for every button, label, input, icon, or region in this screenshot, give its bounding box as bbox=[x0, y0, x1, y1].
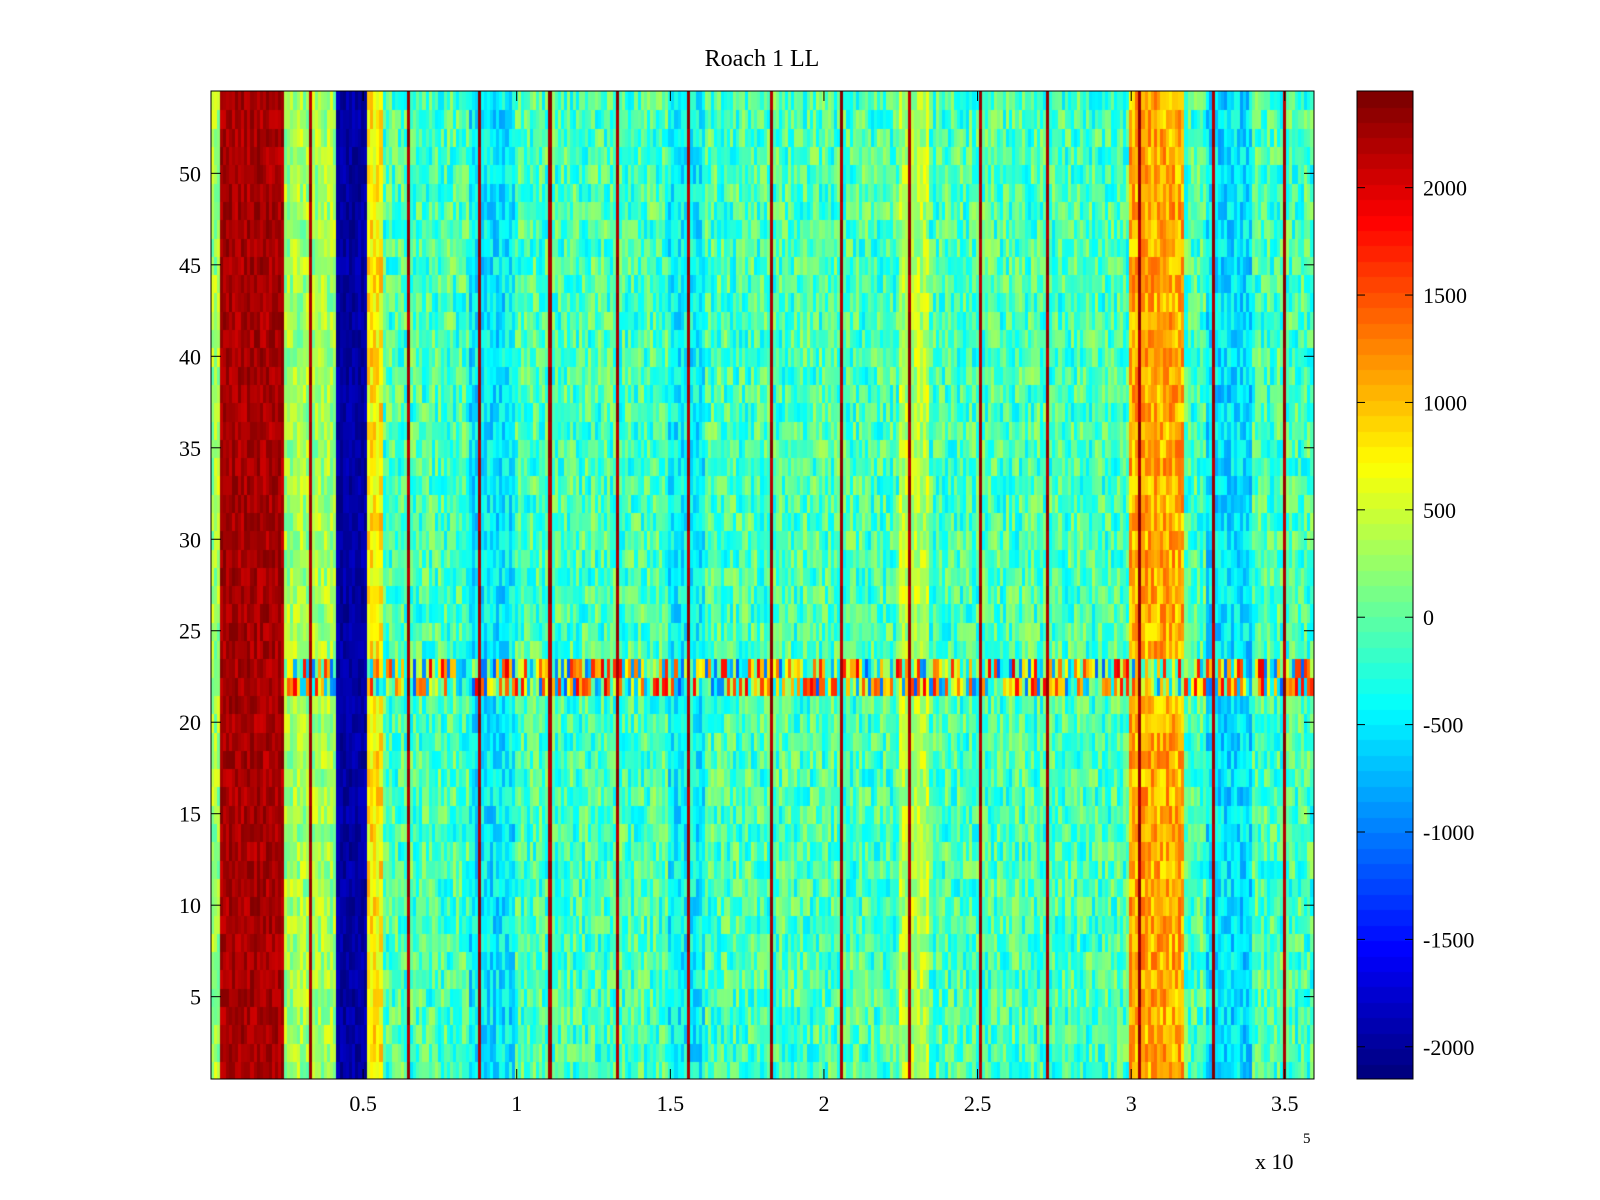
colorbar-gradient bbox=[1357, 91, 1413, 1079]
y-tick-label: 50 bbox=[179, 161, 201, 186]
x-tick-label: 1.5 bbox=[657, 1091, 685, 1116]
y-tick-label: 45 bbox=[179, 253, 201, 278]
x-tick-label: 1 bbox=[511, 1091, 522, 1116]
x-tick-label: 0.5 bbox=[349, 1091, 377, 1116]
x-tick-label: 2.5 bbox=[964, 1091, 992, 1116]
y-tick-label: 40 bbox=[179, 344, 201, 369]
colorbar-tick-label: -2000 bbox=[1423, 1035, 1474, 1060]
x-axis-multiplier-base: x 10 bbox=[1255, 1149, 1294, 1174]
colorbar-tick-label: 0 bbox=[1423, 605, 1434, 630]
y-tick-label: 5 bbox=[190, 985, 201, 1010]
plot-area-frame bbox=[210, 90, 1315, 1080]
colorbar-tick-label: 1500 bbox=[1423, 283, 1467, 308]
chart-title: Roach 1 LL bbox=[705, 46, 820, 72]
x-axis-multiplier-exponent: 5 bbox=[1303, 1131, 1311, 1147]
heatmap-image bbox=[211, 91, 1314, 1079]
x-axis-ticks: 0.5 1 1.5 2 2.5 3 3.5 bbox=[349, 91, 1299, 1116]
colorbar-tick-label: 2000 bbox=[1423, 176, 1467, 201]
x-tick-label: 3.5 bbox=[1271, 1091, 1299, 1116]
colorbar-tick-label: -1500 bbox=[1423, 927, 1474, 952]
colorbar-tick-label: -1000 bbox=[1423, 820, 1474, 845]
colorbar-frame bbox=[1356, 90, 1414, 1080]
y-tick-label: 30 bbox=[179, 527, 201, 552]
y-axis-ticks: 5 10 15 20 25 30 35 40 45 50 bbox=[179, 161, 1314, 1010]
y-tick-label: 10 bbox=[179, 893, 201, 918]
y-tick-label: 25 bbox=[179, 619, 201, 644]
colorbar-ticks: 2000 1500 1000 500 0 -500 -1000 -1500 -2000 bbox=[1357, 176, 1474, 1060]
x-tick-label: 3 bbox=[1126, 1091, 1137, 1116]
colorbar-tick-label: -500 bbox=[1423, 713, 1463, 738]
y-tick-label: 15 bbox=[179, 802, 201, 827]
colorbar-tick-label: 500 bbox=[1423, 498, 1456, 523]
colorbar-tick-label: 1000 bbox=[1423, 390, 1467, 415]
x-axis-multiplier: x 10 bbox=[1255, 1149, 1294, 1174]
y-tick-label: 35 bbox=[179, 436, 201, 461]
x-tick-label: 2 bbox=[818, 1091, 829, 1116]
y-tick-label: 20 bbox=[179, 710, 201, 735]
